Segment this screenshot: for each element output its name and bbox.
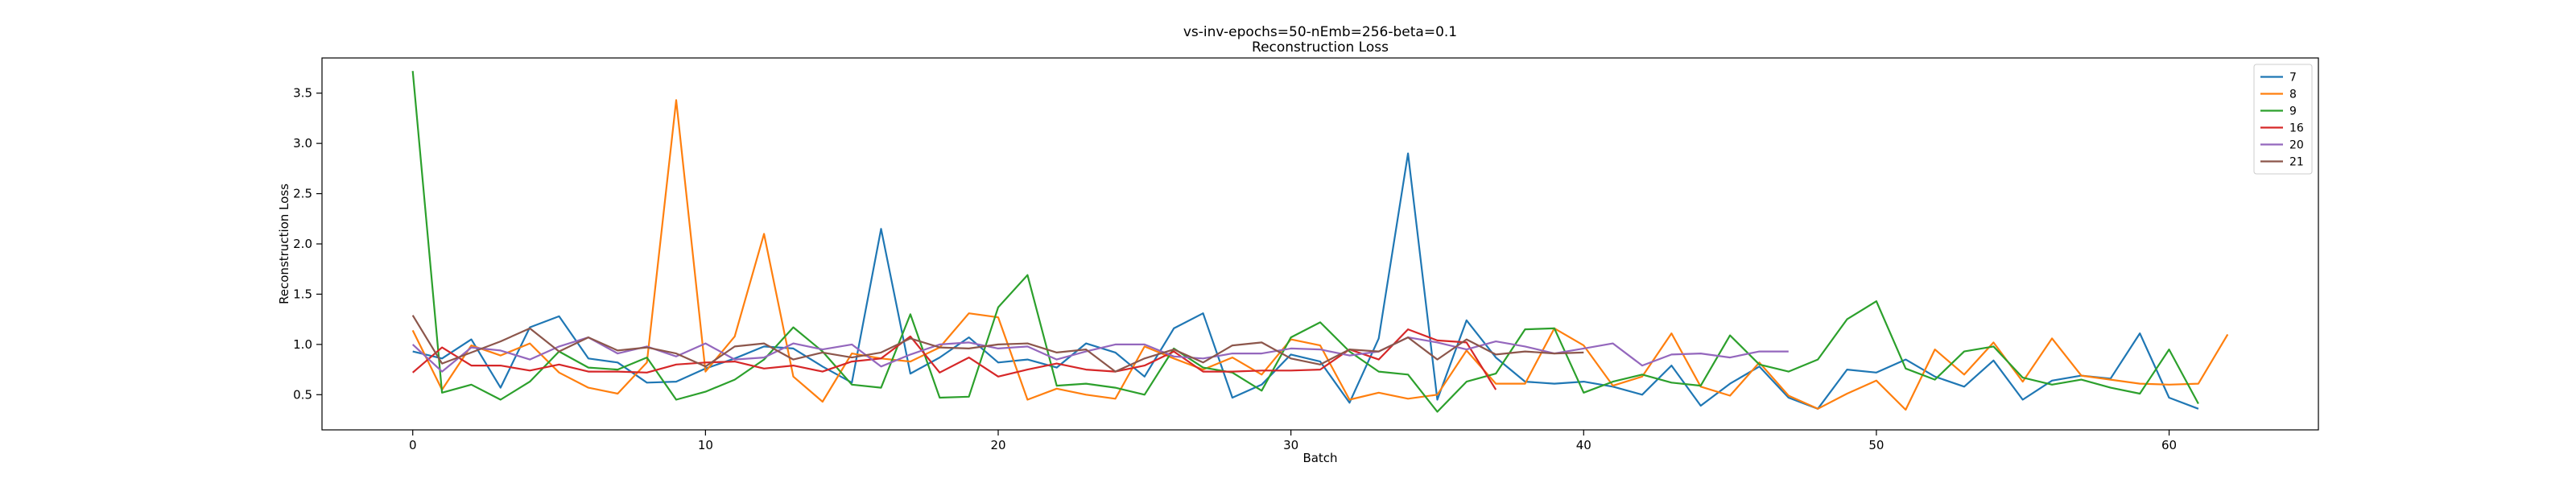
legend-label: 7 (2289, 72, 2297, 85)
legend-label: 8 (2289, 89, 2297, 101)
y-tick-label: 1.5 (293, 287, 312, 301)
legend: 7 8 9 16 20 21 (2253, 64, 2313, 175)
x-tick-label: 10 (698, 438, 713, 452)
y-tick-label: 3.5 (293, 86, 312, 101)
y-tick-label: 0.5 (293, 387, 312, 402)
x-axis-label: Batch (1302, 451, 1337, 465)
y-tick-label: 2.5 (293, 187, 312, 201)
x-tick-label: 60 (2161, 438, 2177, 452)
x-tick-label: 30 (1283, 438, 1298, 452)
chart-subtitle: Reconstruction Loss (1252, 39, 1389, 56)
y-axis-label: Reconstruction Loss (277, 184, 291, 304)
x-axis: 0 10 20 30 40 50 60 (409, 430, 2177, 452)
x-tick-label: 50 (1868, 438, 1884, 452)
y-tick-label: 1.0 (293, 337, 312, 352)
legend-label: 9 (2289, 105, 2297, 118)
y-tick-label: 3.0 (293, 136, 312, 151)
y-tick-label: 2.0 (293, 237, 312, 251)
legend-box (2253, 64, 2313, 175)
x-tick-label: 20 (990, 438, 1005, 452)
legend-label: 20 (2289, 139, 2304, 152)
x-tick-label: 0 (409, 438, 417, 452)
series-line-21 (411, 315, 1584, 373)
legend-label: 16 (2289, 122, 2304, 135)
series-line-16 (411, 328, 1497, 390)
chart-title: vs-inv-epochs=50-nEmb=256-beta=0.1 (1183, 24, 1457, 40)
legend-label: 21 (2289, 156, 2304, 169)
series-line-9 (411, 71, 2199, 413)
x-tick-label: 40 (1576, 438, 1591, 452)
y-axis: 0.5 1.0 1.5 2.0 2.5 3.0 3.5 (293, 86, 322, 402)
series-layer (411, 71, 2229, 413)
